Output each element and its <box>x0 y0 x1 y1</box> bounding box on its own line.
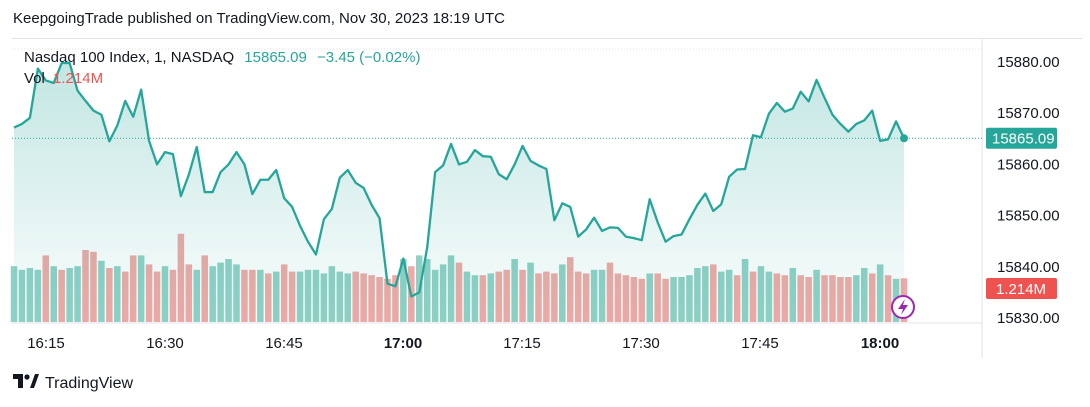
y-tick-label: 15850.00 <box>997 208 1060 225</box>
y-tick-label: 15860.00 <box>997 156 1060 173</box>
y-tick-label: 15880.00 <box>997 54 1060 71</box>
y-tick-label: 15830.00 <box>997 310 1060 327</box>
x-tick-label: 18:00 <box>861 335 899 352</box>
x-tick-label: 16:30 <box>146 335 184 352</box>
x-axis: 16:15 16:30 16:45 17:00 17:15 17:30 17:45 18:00 <box>27 335 899 352</box>
tradingview-logo-icon[interactable] <box>13 374 39 393</box>
chart-frame <box>12 38 1082 359</box>
y-tick-label: 15870.00 <box>997 105 1060 122</box>
x-tick-label: 17:00 <box>384 335 422 352</box>
lightning-icon[interactable] <box>891 295 915 319</box>
x-tick-label: 17:45 <box>741 335 779 352</box>
y-tick-label: 15840.00 <box>997 259 1060 276</box>
published-info: KeepgoingTrade published on TradingView.… <box>13 10 505 27</box>
footer: TradingView <box>13 374 133 393</box>
price-tag-label: 15865.09 <box>992 130 1055 147</box>
last-price-dot <box>900 134 908 143</box>
footer-brand[interactable]: TradingView <box>45 374 134 392</box>
x-tick-label: 17:15 <box>503 335 541 352</box>
x-tick-label: 16:15 <box>27 335 65 352</box>
grid <box>12 38 983 358</box>
y-axis: 15880.00 15870.00 15860.00 15850.00 15840.00… <box>997 54 1060 327</box>
volume-tag-label: 1.214M <box>996 281 1046 298</box>
x-tick-label: 17:30 <box>622 335 660 352</box>
volume-tag: 1.214M <box>986 278 1057 299</box>
x-tick-label: 16:45 <box>265 335 303 352</box>
price-area-fill <box>14 63 904 323</box>
price-tag: 15865.09 <box>986 127 1057 149</box>
price-line <box>13 61 906 298</box>
